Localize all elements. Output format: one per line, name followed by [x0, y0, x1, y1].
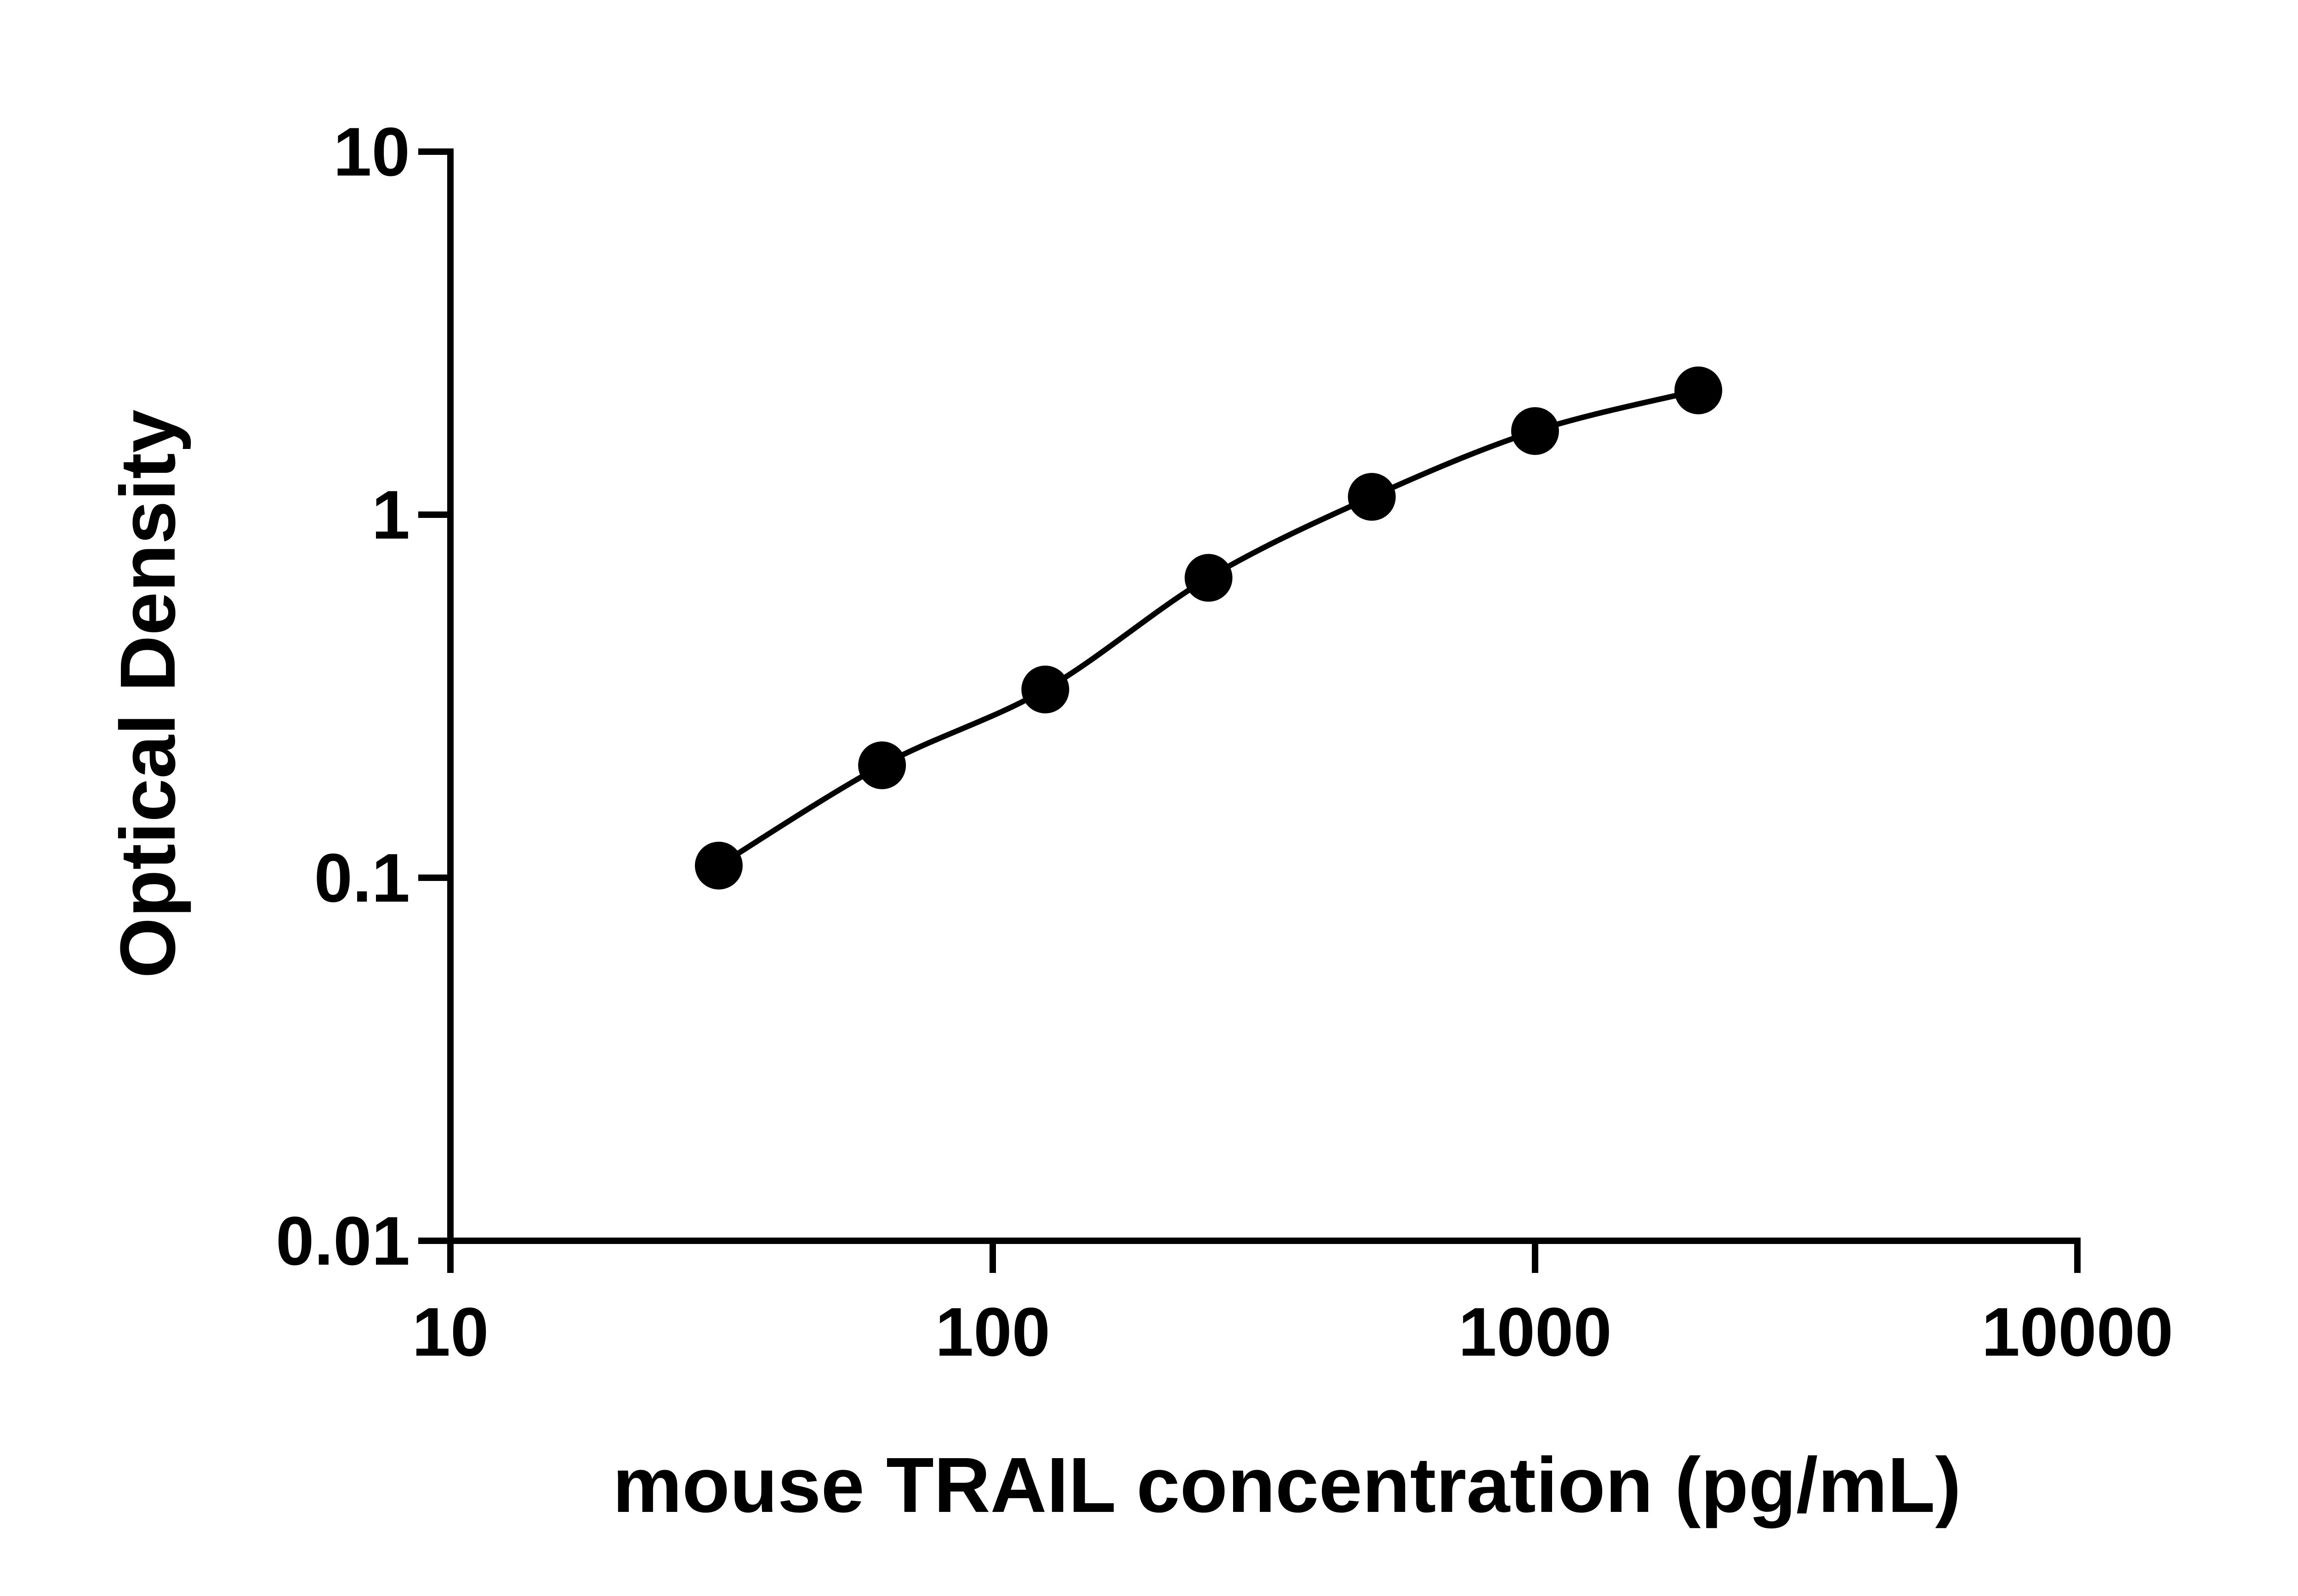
- data-point: [1674, 366, 1723, 415]
- data-point: [1021, 665, 1069, 714]
- x-tick-label: 1000: [1458, 1293, 1612, 1370]
- data-point: [694, 841, 743, 890]
- data-points: [694, 366, 1723, 890]
- y-tick-label: 0.01: [276, 1202, 410, 1279]
- x-axis-title: mouse TRAIL concentration (pg/mL): [613, 1442, 1961, 1529]
- data-point: [1184, 554, 1233, 602]
- x-tick-label: 100: [935, 1293, 1050, 1370]
- y-axis-ticks: 0.01 0.1 1 10: [276, 113, 450, 1279]
- data-point: [1348, 473, 1396, 521]
- x-axis-ticks: 10 100 1000 10000: [412, 1241, 2173, 1370]
- x-tick-label: 10000: [1981, 1293, 2173, 1370]
- axes: [447, 148, 2081, 1244]
- fitted-curve: [717, 387, 1699, 868]
- data-point: [1511, 407, 1559, 455]
- y-tick-label: 1: [372, 476, 410, 553]
- x-tick-label: 10: [412, 1293, 489, 1370]
- y-tick-label: 10: [333, 113, 410, 190]
- y-tick-label: 0.1: [314, 839, 410, 916]
- y-axis-title: Optical Density: [104, 409, 192, 978]
- data-point: [858, 741, 906, 789]
